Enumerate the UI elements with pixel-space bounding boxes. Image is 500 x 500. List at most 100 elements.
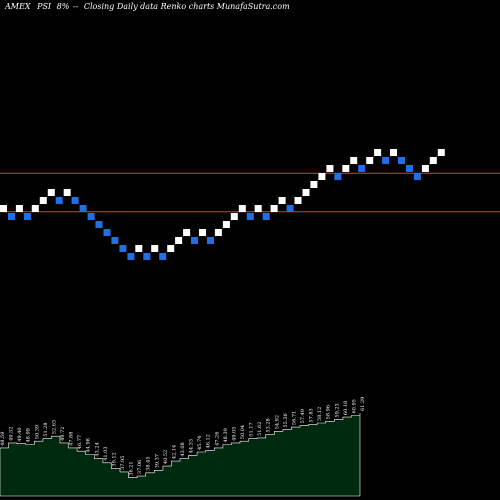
volume-value-label: 57.83 (309, 408, 315, 422)
renko-brick-up (254, 205, 262, 212)
renko-brick-up (238, 205, 246, 212)
renko-brick-up (421, 165, 429, 172)
volume-value-label: 43.08 (180, 442, 186, 456)
volume-value-label: 51.28 (43, 422, 49, 436)
renko-brick-up (214, 229, 222, 236)
volume-value-label: 39.12 (111, 452, 117, 466)
volume-value-label: 61.29 (360, 397, 366, 411)
renko-brick-down (191, 237, 198, 244)
volume-value-label: 51.62 (257, 422, 263, 436)
renko-brick-down (413, 173, 421, 180)
volume-value-label: 60.18 (343, 401, 349, 415)
volume-value-label: 45.74 (197, 436, 203, 450)
volume-value-label: 46.12 (206, 434, 212, 448)
renko-brick-up (167, 245, 175, 252)
volume-value-label: 57.49 (300, 409, 306, 423)
renko-brick-down (382, 157, 390, 164)
renko-brick-down (55, 197, 63, 204)
volume-value-label: 37.95 (120, 456, 126, 470)
volume-value-label: 59.23 (334, 403, 340, 417)
renko-brick-up (222, 221, 230, 228)
volume-value-label: 58.12 (317, 407, 323, 421)
volume-value-label: 44.33 (189, 439, 195, 453)
renko-brick-down (103, 229, 111, 236)
exchange-label: AMEX (4, 2, 31, 11)
renko-brick-down (23, 213, 31, 220)
volume-value-label: 48.39 (223, 428, 229, 442)
renko-brick-down (127, 253, 135, 260)
renko-brick-up (0, 205, 7, 212)
renko-brick-down (95, 221, 103, 228)
volume-value-label: 46.77 (77, 435, 83, 449)
renko-brick-down (143, 253, 151, 260)
renko-brick-down (286, 205, 294, 212)
volume-value-label: 49.40 (17, 427, 23, 441)
renko-brick-up (135, 245, 143, 252)
chart-title: AMEX PSI 8% -- Closing Daily data Renko … (4, 2, 290, 11)
renko-brick-up (230, 213, 238, 220)
volume-value-label: 50.04 (240, 425, 246, 439)
volume-value-label: 39.37 (154, 454, 160, 468)
volume-value-label: 47.26 (214, 432, 220, 446)
symbol-label: PSI (36, 2, 52, 11)
volume-value-label: 49.72 (60, 427, 66, 441)
renko-brick-up (15, 205, 23, 212)
renko-brick-up (31, 205, 39, 212)
volume-value-label: 47.88 (69, 432, 75, 446)
renko-bricks (0, 149, 445, 260)
volume-value-label: 53.28 (266, 418, 272, 432)
renko-brick-up (390, 149, 397, 156)
renko-brick-up (437, 149, 445, 156)
renko-brick-up (39, 197, 47, 204)
renko-brick-down (246, 213, 254, 220)
volume-value-label: 41.03 (103, 446, 109, 460)
renko-brick-down (71, 197, 79, 204)
volume-value-label: 48.99 (26, 428, 32, 442)
volume-value-label: 43.24 (94, 442, 100, 456)
volume-area (0, 413, 361, 497)
change-label: 8% (57, 2, 70, 11)
renko-brick-down (87, 213, 95, 220)
renko-brick-up (342, 165, 350, 172)
volume-value-label: 44.98 (86, 438, 92, 452)
renko-brick-up (151, 245, 159, 252)
renko-brick-up (199, 229, 206, 236)
renko-brick-down (334, 173, 342, 180)
renko-brick-up (175, 237, 183, 244)
volume-value-label: 56.71 (291, 411, 297, 425)
renko-brick-up (183, 229, 191, 236)
volume-value-label: 36.21 (129, 461, 135, 475)
renko-brick-up (302, 189, 310, 196)
renko-brick-up (47, 189, 55, 196)
renko-brick-down (207, 237, 214, 244)
renko-brick-down (79, 205, 87, 212)
renko-brick-up (374, 149, 382, 156)
renko-brick-up (318, 173, 326, 180)
volume-value-label: 48.59 (0, 432, 6, 446)
renko-brick-up (366, 157, 374, 164)
volume-value-label: 52.63 (51, 420, 57, 434)
renko-brick-up (326, 165, 334, 172)
renko-brick-up (350, 157, 358, 164)
renko-brick-down (358, 165, 366, 172)
renko-brick-down (406, 165, 413, 172)
volume-value-label: 58.96 (326, 405, 332, 419)
volume-value-label: 55.36 (283, 413, 289, 427)
renko-brick-down (111, 237, 119, 244)
renko-brick-up (270, 205, 278, 212)
volume-value-label: 49.05 (231, 427, 237, 441)
volume-value-label: 51.17 (249, 422, 255, 436)
volume-value-label: 42.14 (171, 445, 177, 459)
volume-value-label: 38.45 (146, 456, 152, 470)
renko-brick-up (278, 197, 286, 204)
renko-brick-down (398, 157, 405, 164)
renko-brick-up (63, 189, 71, 196)
renko-brick-down (159, 253, 167, 260)
renko-brick-down (262, 213, 270, 220)
volume-value-label: 49.52 (9, 427, 15, 441)
renko-brick-down (8, 213, 15, 220)
volume-value-label: 37.06 (137, 460, 143, 474)
volume-value-label: 54.92 (274, 415, 280, 429)
volume-value-label: 40.52 (163, 450, 169, 464)
